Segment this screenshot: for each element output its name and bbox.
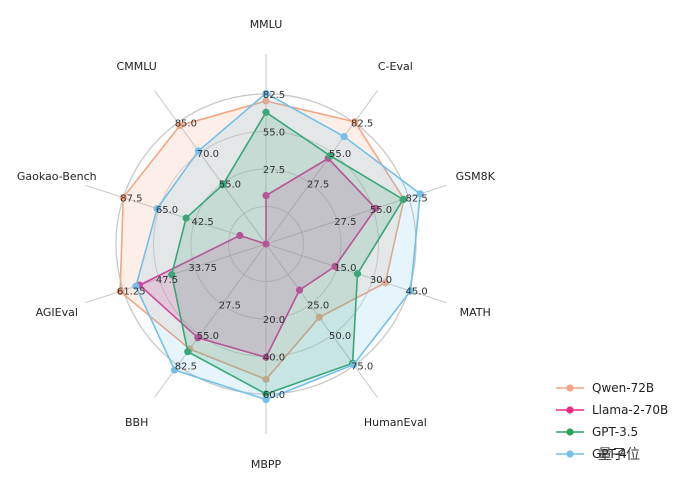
axis-label-math: MATH [460, 306, 491, 319]
tick-label: 25.0 [307, 301, 329, 312]
tick-label: 30.0 [370, 275, 392, 286]
legend-marker-qwen-72b [566, 384, 574, 392]
series-point-llama-2-70b [236, 231, 244, 240]
legend-label-qwen-72b: Qwen-72B [592, 381, 654, 395]
series-point-gpt-4 [350, 361, 358, 369]
axis-label-bbh: BBH [125, 416, 148, 429]
tick-label: 55.0 [329, 149, 351, 160]
axis-spoke [153, 89, 267, 245]
series-area-llama-2-70b [139, 158, 376, 358]
legend-label-gpt-4: GPT-4 [592, 447, 627, 461]
tick-label: 82.5 [175, 361, 197, 372]
tick-label: 55.0 [197, 331, 219, 342]
series-point-gpt-4 [132, 282, 140, 290]
series-point-gpt-4 [194, 147, 203, 155]
series-point-llama-2-70b [372, 204, 380, 212]
series-point-qwen-72b [119, 193, 127, 202]
series-point-gpt-4 [340, 132, 348, 141]
series-point-gpt-3-5 [326, 152, 334, 160]
axis-label-humaneval: HumanEval [364, 416, 427, 429]
axis-spoke [265, 89, 379, 245]
tick-label: 61.25 [117, 286, 146, 297]
series-point-gpt-4 [262, 89, 270, 97]
series-point-qwen-72b [116, 287, 124, 296]
series-point-qwen-72b [176, 121, 184, 130]
tick-label: 82.5 [351, 119, 373, 130]
legend-label-gpt-3-5: GPT-3.5 [592, 425, 638, 439]
axis-label-cmmlu: CMMLU [117, 60, 157, 73]
tick-label: 50.0 [329, 331, 351, 342]
series-point-qwen-72b [262, 97, 270, 105]
tick-label: 65.0 [156, 205, 178, 216]
legend-marker-gpt-3-5 [566, 428, 574, 436]
series-point-gpt-3-5 [182, 214, 190, 222]
axis-spoke [265, 184, 447, 245]
series-point-qwen-72b [262, 375, 270, 383]
tick-label: 55.0 [370, 205, 392, 216]
tick-label: 82.5 [406, 194, 428, 205]
axis-label-gsm8k: GSM8K [456, 170, 496, 183]
tick-label: 55.0 [263, 128, 285, 139]
tick-label: 15.0 [334, 263, 356, 274]
tick-label: 45.0 [406, 286, 428, 297]
series-point-gpt-4 [153, 205, 161, 213]
series-point-gpt-3-5 [262, 390, 270, 398]
series-point-gpt-3-5 [399, 195, 407, 204]
tick-label: 42.5 [192, 217, 214, 228]
series-point-llama-2-70b [262, 353, 270, 361]
tick-label: 47.5 [156, 275, 178, 286]
series-point-gpt-4 [406, 287, 415, 295]
series-point-llama-2-70b [331, 262, 339, 271]
legend-label-llama-2-70b: Llama-2-70B [592, 403, 668, 417]
series-point-qwen-72b [351, 118, 359, 126]
series-point-qwen-72b [381, 279, 389, 287]
tick-label: 27.5 [219, 301, 241, 312]
tick-label: 75.0 [351, 361, 373, 372]
axis-label-gaokao-bench: Gaokao-Bench [17, 170, 97, 183]
series-point-gpt-4 [416, 190, 424, 198]
tick-label: 82.5 [263, 90, 285, 101]
tick-label: 33.75 [188, 263, 217, 274]
tick-label: 60.0 [263, 390, 285, 401]
series-point-llama-2-70b [194, 334, 202, 342]
legend-marker-llama-2-70b [566, 406, 574, 414]
series-point-gpt-3-5 [262, 108, 270, 116]
series-point-gpt-3-5 [184, 348, 192, 356]
series-point-gpt-3-5 [168, 271, 176, 279]
tick-label: 27.5 [307, 179, 329, 190]
series-point-gpt-3-5 [219, 181, 227, 189]
tick-label: 85.0 [175, 119, 197, 130]
tick-label: 70.0 [197, 149, 219, 160]
series-point-gpt-4 [170, 366, 179, 374]
series-point-qwen-72b [315, 313, 323, 321]
tick-label: 55.0 [219, 179, 241, 190]
tick-label: 27.5 [263, 165, 285, 176]
series-point-gpt-3-5 [353, 270, 362, 278]
axis-label-mbpp: MBPP [251, 458, 282, 471]
series-area-gpt-4 [135, 93, 421, 400]
series-point-llama-2-70b [262, 240, 270, 248]
legend-marker-gpt-4 [566, 450, 574, 458]
axis-spoke [85, 243, 267, 304]
tick-label: 87.5 [120, 194, 142, 205]
axis-spoke [265, 243, 379, 399]
watermark-text: 量子位 [598, 447, 640, 463]
tick-label: 20.0 [263, 315, 285, 326]
tick-label: 40.0 [263, 353, 285, 364]
series-point-llama-2-70b [295, 286, 304, 294]
series-area-gpt-3-5 [171, 112, 404, 395]
axis-label-c-eval: C-Eval [378, 60, 413, 73]
series-point-llama-2-70b [262, 191, 270, 200]
axis-label-mmlu: MMLU [250, 18, 283, 31]
tick-label: 27.5 [334, 217, 356, 228]
axis-spoke [85, 184, 267, 245]
axis-label-agieval: AGIEval [36, 306, 78, 319]
series-point-gpt-4 [262, 396, 270, 404]
